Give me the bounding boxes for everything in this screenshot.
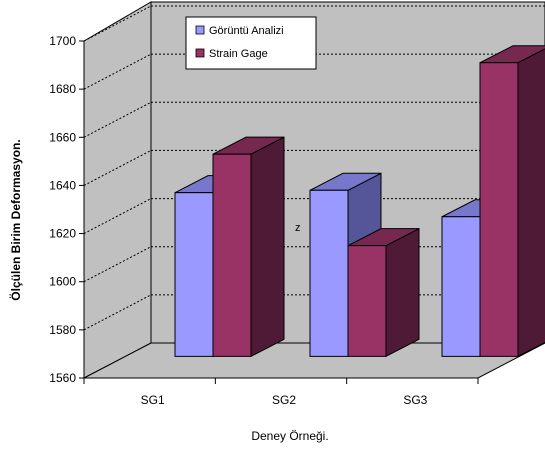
side-wall (83, 1, 152, 379)
gridline-side (83, 53, 152, 90)
axes (83, 41, 478, 379)
bar-sg2-series-2 (347, 227, 420, 358)
gridline-side (83, 5, 152, 42)
gridline-side (83, 198, 152, 235)
legend-box (185, 16, 317, 70)
y-tick-label: 1580 (49, 323, 76, 337)
x-tick-label: SG3 (403, 393, 427, 407)
y-axis-label: Ölçülen Birim Deformasyon. (8, 139, 23, 300)
x-tick-label: SG1 (141, 393, 165, 407)
legend: Görüntü Analizi Strain Gage (185, 16, 317, 70)
y-tick-label: 1660 (49, 130, 76, 144)
bar-sg1-series-2 (212, 136, 285, 358)
bar-front-face (212, 153, 252, 357)
y-tick-label: 1700 (49, 34, 76, 48)
legend-label-series-2: Strain Gage (209, 48, 268, 60)
bar-side-face (250, 136, 285, 358)
bar-front-face (309, 189, 349, 357)
y-axis-ticks: 1560 1580 1600 1620 1640 1660 1680 1700 (49, 34, 84, 385)
x-axis-ticks: SG1 SG2 SG3 (83, 378, 479, 407)
y-tick-label: 1620 (49, 227, 76, 241)
x-axis-label: Deney Örneği. (251, 429, 328, 443)
legend-swatch-series-1 (195, 25, 205, 35)
bar-side-face (517, 48, 545, 358)
bars (174, 45, 545, 358)
bar-sg3-series-2 (479, 45, 545, 358)
x-tick-label: SG2 (272, 393, 296, 407)
bar-front-face (479, 62, 519, 357)
y-tick-label: 1600 (49, 275, 76, 289)
bar-front-face (441, 216, 481, 357)
bar-front-face (347, 245, 387, 357)
gridline-side (83, 101, 152, 138)
gridline-side (83, 294, 152, 331)
legend-label-series-1: Görüntü Analizi (209, 25, 284, 37)
bar-front-face (174, 192, 214, 357)
bar-side-face (385, 227, 420, 358)
y-tick-label: 1560 (49, 371, 76, 385)
gridline-side (83, 246, 152, 283)
annotation-z: z (295, 222, 301, 234)
y-tick-label: 1680 (49, 82, 76, 96)
legend-swatch-series-2 (195, 48, 205, 58)
y-tick-label: 1640 (49, 178, 76, 192)
gridline-side (83, 149, 152, 186)
